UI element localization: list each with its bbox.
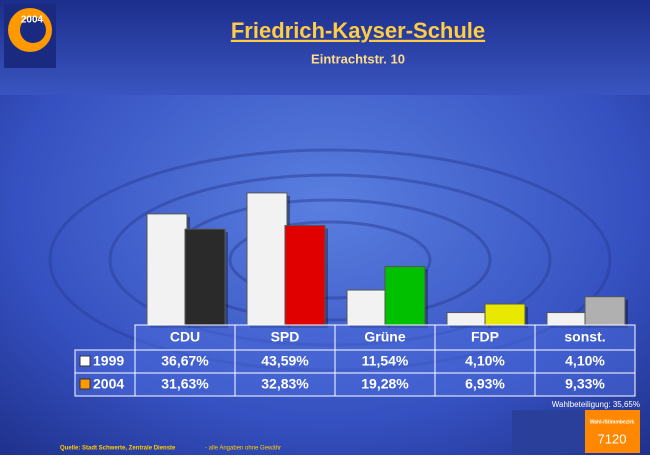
- category-label: FDP: [471, 329, 499, 345]
- district-tag: [585, 410, 640, 453]
- legend-swatch: [79, 378, 91, 390]
- value-label: 19,28%: [361, 376, 409, 392]
- value-label: 43,59%: [261, 353, 309, 369]
- value-label: 9,33%: [565, 376, 605, 392]
- category-label: Grüne: [364, 329, 405, 345]
- bar: [284, 225, 326, 326]
- table-cell: [534, 372, 636, 397]
- category-label: CDU: [170, 329, 200, 345]
- value-label: 36,67%: [161, 353, 209, 369]
- chart-subtitle: Eintrachtstr. 10: [311, 51, 405, 66]
- logo-inner: [20, 17, 46, 43]
- value-label: 4,10%: [465, 353, 505, 369]
- bar: [184, 228, 226, 326]
- source-note: - alle Angaben ohne Gewähr: [205, 446, 281, 452]
- table-header-cell: [134, 324, 236, 351]
- table-header-cell: [234, 324, 336, 351]
- category-label: SPD: [271, 329, 300, 345]
- value-label: 11,54%: [362, 353, 409, 369]
- bar: [384, 266, 426, 326]
- value-label: 4,10%: [565, 353, 605, 369]
- bar: [546, 312, 588, 326]
- bar: [146, 213, 188, 326]
- bar: [446, 312, 488, 326]
- chart-title: Friedrich-Kayser-Schule: [231, 18, 485, 43]
- bar: [246, 192, 288, 326]
- bar: [346, 289, 388, 326]
- value-label: 31,63%: [161, 376, 209, 392]
- source: Quelle: Stadt Schwerte, Zentrale Dienste: [60, 446, 176, 452]
- value-label: 6,93%: [465, 376, 505, 392]
- legend-label: 2004: [93, 376, 124, 392]
- value-label: 32,83%: [261, 376, 309, 392]
- legend-swatch: [79, 355, 91, 367]
- logo-text: 2004: [21, 15, 44, 26]
- bar: [584, 296, 626, 326]
- district-number: 7120: [598, 431, 627, 446]
- header-band: [0, 0, 650, 95]
- district-label: Wahl-/Stimmbezirk: [590, 419, 635, 425]
- turnout: Wahlbeteiligung: 35,65%: [552, 400, 640, 409]
- bar: [484, 303, 526, 326]
- category-label: sonst.: [564, 329, 605, 345]
- legend-label: 1999: [93, 353, 124, 369]
